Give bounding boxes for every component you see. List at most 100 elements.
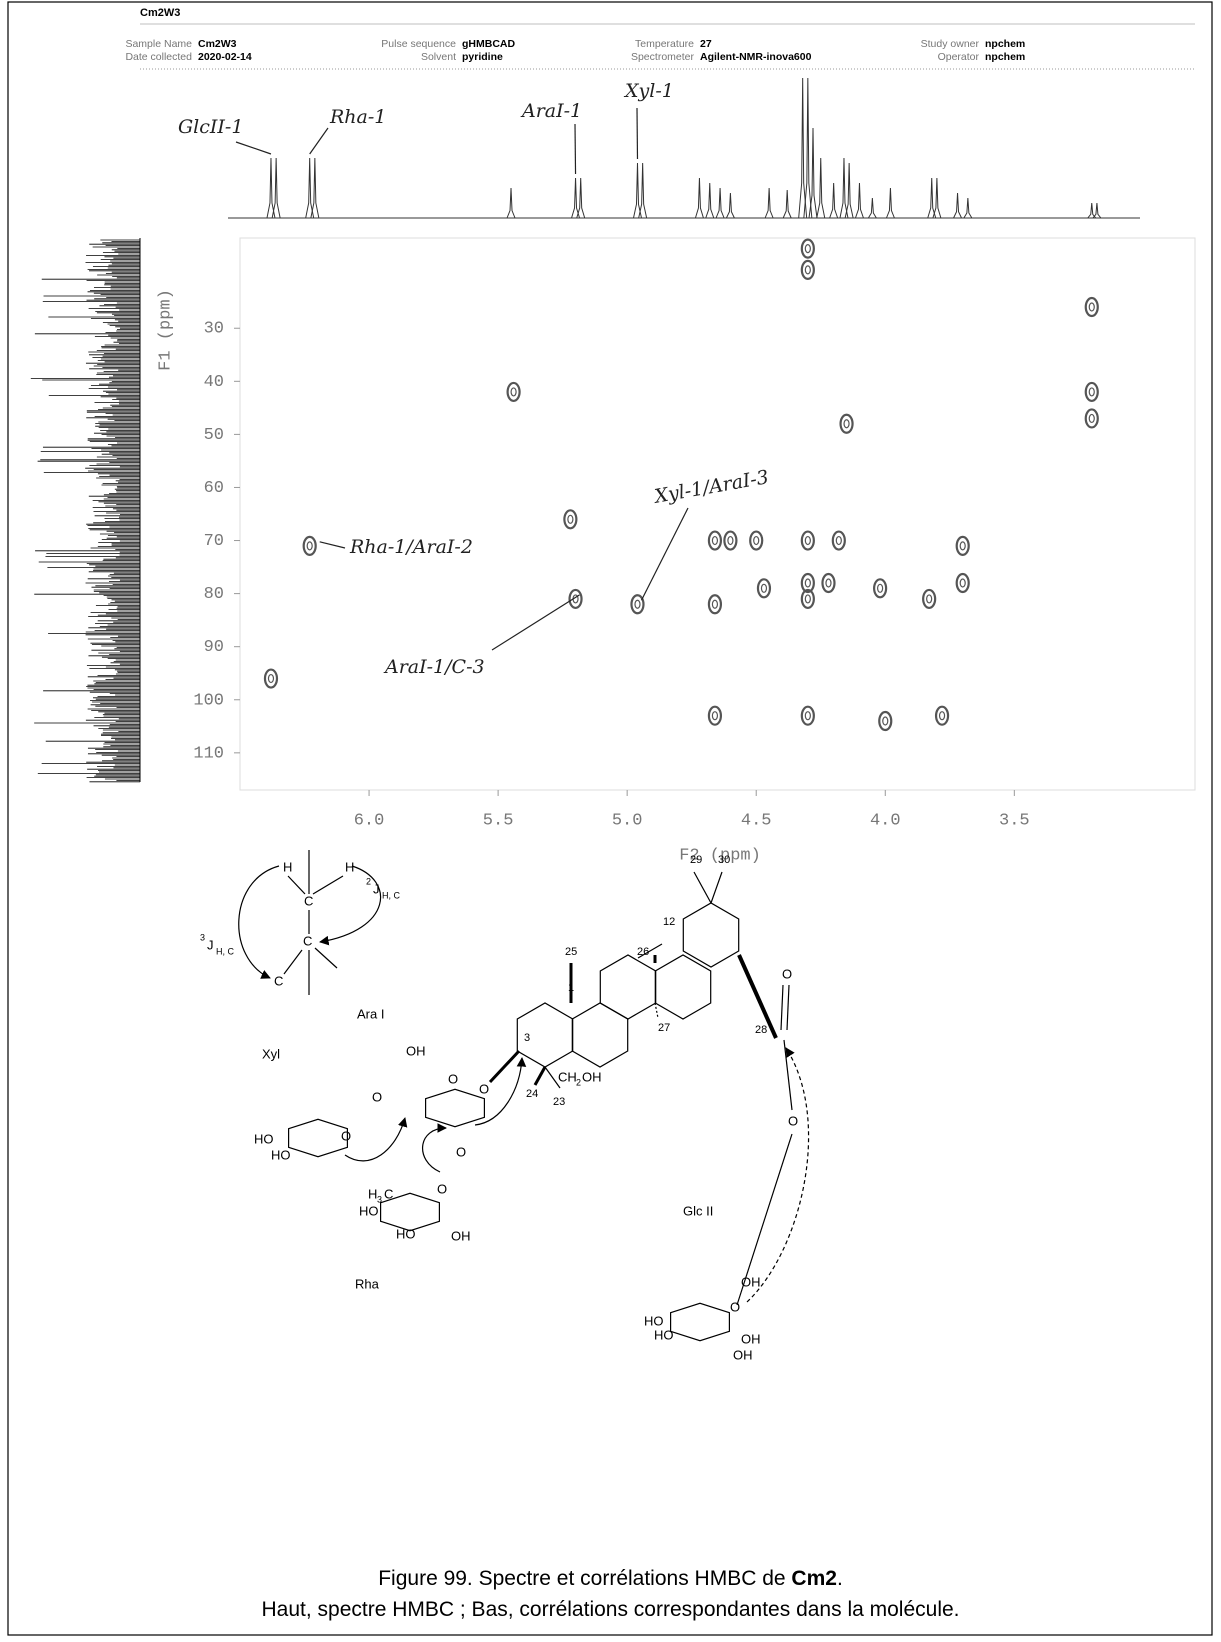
cross-peak-core	[926, 594, 933, 604]
cross-peak-core	[753, 535, 760, 546]
molecule-label: 2	[576, 1077, 581, 1087]
cross-peak-core	[267, 673, 275, 684]
molecule-label: H, C	[382, 890, 401, 900]
molecule-label: J	[373, 881, 380, 896]
annotation: AraI-1/C-3	[383, 656, 485, 678]
molecule-label: C	[274, 973, 283, 988]
spectrum-peak	[816, 157, 826, 219]
spectrum-peak	[963, 197, 973, 219]
header-title: Cm2W3	[140, 7, 180, 19]
field-value: 27	[700, 38, 712, 50]
molecule-label: O	[782, 966, 792, 981]
cross-peak	[630, 594, 645, 615]
field-label: Operator	[938, 51, 980, 63]
field-label: Study owner	[921, 38, 980, 50]
annotation-pointer	[319, 541, 346, 549]
cross-peak	[563, 509, 578, 530]
y-axis-label: F1 (ppm)	[156, 289, 175, 371]
cross-peak-core	[882, 716, 889, 726]
field-value: Cm2W3	[198, 38, 237, 50]
cross-peak	[831, 530, 846, 551]
molecule-label: H	[283, 859, 292, 874]
cross-peak-core	[727, 535, 734, 546]
spectrum-peak	[854, 182, 864, 219]
molecule-label: HO	[654, 1327, 674, 1342]
molecule-label: Ara I	[357, 1006, 384, 1021]
spectrum-peak	[725, 192, 735, 219]
spectrum-peak	[844, 162, 854, 219]
molecule-label: 3	[377, 1194, 382, 1204]
molecule-label: OH	[406, 1043, 426, 1058]
molecule-label: OH	[741, 1274, 761, 1289]
field-value: pyridine	[462, 51, 503, 63]
annotation: Rha-1	[329, 106, 386, 128]
y-tick-label: 110	[193, 744, 224, 763]
cross-peak-core	[804, 265, 811, 275]
spectrum-peak	[506, 187, 516, 219]
molecule-label: O	[788, 1113, 798, 1128]
cross-peak-core	[567, 514, 574, 524]
field-label: Date collected	[125, 51, 192, 63]
cross-peak	[1084, 408, 1099, 429]
molecule-label: C	[304, 893, 313, 908]
cross-peak	[302, 535, 317, 556]
y-tick-label: 40	[204, 373, 224, 392]
molecule-label: CH	[558, 1069, 577, 1084]
annotation: Xyl-1	[623, 80, 674, 102]
cross-peak-core	[938, 711, 946, 721]
spectrum-peak	[638, 162, 648, 219]
field-value: gHMBCAD	[462, 38, 515, 50]
field-label: Solvent	[421, 51, 456, 63]
annotation-pointer	[640, 507, 689, 601]
cross-peak-core	[711, 711, 719, 721]
molecule-label: OH	[582, 1069, 602, 1084]
cross-peak-core	[711, 599, 719, 609]
ring	[654, 954, 712, 1020]
spectrum-peak	[885, 187, 895, 219]
ring	[669, 1302, 731, 1342]
molecule-label: O	[448, 1071, 458, 1086]
molecule-bonds	[288, 871, 810, 1342]
molecule-label: Rha	[355, 1276, 380, 1291]
molecule-label: HO	[254, 1131, 274, 1146]
cross-peak-core	[711, 535, 719, 546]
molecule-label: 2	[366, 876, 371, 886]
molecule-label: HO	[271, 1147, 291, 1162]
molecule-label: H	[345, 859, 354, 874]
molecule-label: 24	[526, 1088, 538, 1100]
spectrum-peak	[782, 189, 792, 219]
cross-peak-core	[804, 594, 811, 604]
double-bond	[637, 943, 663, 959]
molecule-label: O	[730, 1299, 740, 1314]
molecule-label: J	[207, 937, 214, 952]
spectrum-peak	[764, 187, 774, 219]
molecule-label: 3	[524, 1032, 530, 1044]
cross-peak	[878, 710, 893, 732]
cross-peak	[800, 572, 815, 594]
molecule-label: OH	[451, 1228, 471, 1243]
spectrum-peak	[1087, 202, 1097, 219]
cross-peak	[800, 238, 815, 259]
cross-peak	[707, 530, 723, 551]
caption: Figure 99. Spectre et corrélations HMBC …	[0, 1563, 1221, 1625]
molecule-label: C	[303, 933, 312, 948]
molecule-label: O	[437, 1181, 447, 1196]
y-tick-label: 60	[204, 479, 224, 498]
molecule-label: O	[372, 1089, 382, 1104]
spectrum-peak	[632, 162, 642, 219]
cross-peak	[707, 594, 723, 615]
field-value: npchem	[985, 51, 1025, 63]
cross-peak-core	[634, 599, 641, 609]
cross-peak	[723, 530, 738, 551]
molecule-label: 29	[690, 854, 702, 866]
field-value: 2020-02-14	[198, 51, 252, 63]
cross-peak	[1084, 296, 1099, 318]
cross-peak	[922, 588, 937, 610]
spectrum-peak	[867, 197, 877, 219]
molecule-label: 23	[553, 1096, 565, 1108]
x-tick-label: 5.5	[483, 811, 514, 830]
y-tick-label: 70	[204, 532, 224, 551]
field-value: npchem	[985, 38, 1025, 50]
cross-peak	[955, 572, 970, 594]
cross-peak-core	[877, 583, 884, 593]
